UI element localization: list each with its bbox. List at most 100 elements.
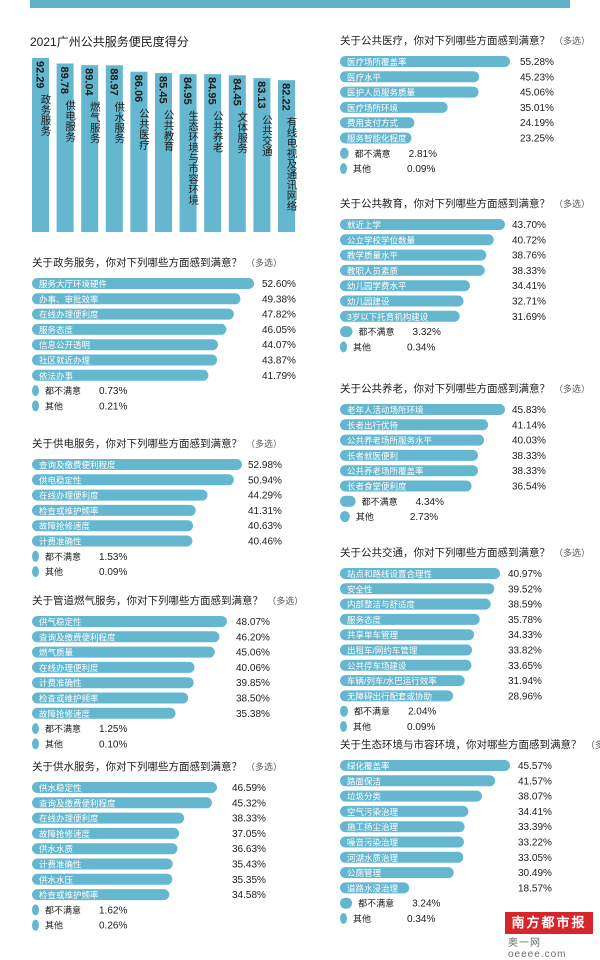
survey-value-label: 33.22% (518, 838, 552, 849)
survey-bar (32, 692, 189, 704)
survey-bar (340, 219, 505, 230)
survey-bar (340, 280, 470, 292)
survey-bar-label: 检查或维护频率 (39, 506, 99, 516)
survey-bar-label: 都不满意 (45, 904, 81, 915)
survey-chart-title: 关于公共交通，你对下列哪些方面感到满意？ (340, 546, 550, 559)
survey-bar-label: 共享单车管理 (347, 630, 399, 640)
survey-bar (340, 511, 350, 523)
survey-bar-label: 都不满意 (45, 723, 81, 734)
survey-chart: 关于公共养老，你对下列哪些方面感到满意？ （多选） 老年人活动场所环境 45.83% 长… (340, 382, 590, 523)
score-category-label: 公共交通 (261, 114, 273, 156)
survey-chart: 关于政务服务，你对下列哪些方面感到满意？ （多选） 服务大厅环境硬件 52.60% 办事… (32, 256, 296, 412)
survey-value-label: 48.07% (236, 617, 270, 628)
survey-chart-note: （多选） (246, 257, 282, 268)
score-bar (32, 58, 49, 232)
survey-chart-title: 关于公共养老，你对下列哪些方面感到满意？ (340, 382, 550, 395)
survey-bar (32, 661, 195, 673)
survey-bar (340, 163, 347, 175)
survey-bar (340, 760, 510, 771)
survey-bar (32, 616, 227, 627)
survey-value-label: 45.57% (518, 761, 552, 772)
survey-value-label: 33.39% (518, 822, 552, 833)
survey-value-label: 3.32% (413, 327, 441, 338)
survey-bar-label: 供水稳定性 (39, 783, 82, 793)
survey-bar (340, 775, 496, 787)
survey-bar-label: 河湖水质治理 (347, 853, 399, 863)
survey-chart-title: 关于管道燃气服务，你对下列哪些方面感到满意？ (32, 594, 263, 607)
survey-value-label: 45.06% (236, 648, 270, 659)
survey-value-label: 36.63% (232, 844, 266, 855)
survey-value-label: 46.20% (236, 632, 270, 643)
survey-chart-title: 关于供水服务，你对下列哪些方面感到满意？ (32, 760, 242, 773)
survey-value-label: 40.03% (512, 436, 546, 447)
survey-bar-label: 施工扬尘治理 (347, 822, 399, 832)
survey-bar-label: 公立学校学位数量 (347, 235, 416, 245)
score-bar (155, 73, 172, 232)
survey-value-label: 0.21% (99, 401, 127, 412)
survey-bar (340, 71, 480, 83)
survey-value-label: 2.73% (410, 512, 438, 523)
survey-bar (340, 867, 454, 879)
score-bar (130, 71, 148, 233)
survey-value-label: 46.05% (262, 325, 296, 336)
survey-bar-label: 道路水浸治理 (347, 883, 399, 893)
website-label: 奥一网 oeeee.com (508, 938, 567, 960)
survey-bar (340, 821, 465, 833)
survey-bar (32, 459, 242, 470)
survey-bar-label: 站点和路线设置合理性 (347, 569, 433, 579)
survey-value-label: 0.09% (407, 164, 435, 175)
survey-bar-label: 其他 (45, 566, 63, 577)
survey-bar (340, 341, 347, 353)
score-bar (105, 65, 123, 232)
survey-bar (340, 882, 410, 894)
survey-bar (340, 836, 464, 848)
survey-bar (340, 449, 478, 461)
survey-bar-label: 幼儿园学费水平 (347, 281, 407, 291)
survey-bar (32, 889, 170, 901)
survey-bar (32, 308, 234, 320)
survey-chart: 关于供水服务，你对下列哪些方面感到满意？ （多选） 供水稳定性 46.59% 查询及缴费… (32, 760, 282, 932)
survey-value-label: 40.97% (508, 569, 542, 580)
survey-bar-label: 服务态度 (39, 325, 74, 335)
survey-bar-label: 其他 (45, 400, 63, 411)
survey-value-label: 44.07% (262, 340, 296, 351)
score-value-label: 86.06 (132, 75, 144, 103)
survey-value-label: 38.33% (512, 266, 546, 277)
score-category-label: 公共养老 (212, 110, 224, 152)
survey-bar-label: 噪音污染治理 (347, 838, 399, 848)
survey-chart-note: （多选） (554, 383, 590, 394)
survey-bar (32, 738, 39, 750)
survey-bar (32, 723, 39, 735)
survey-bar (340, 568, 500, 579)
survey-bar-label: 公共养老场所服务水平 (347, 436, 433, 446)
survey-bar-label: 其他 (45, 738, 63, 749)
survey-chart-title: 关于供电服务，你对下列哪些方面感到满意？ (32, 437, 242, 450)
survey-value-label: 45.83% (512, 405, 546, 416)
survey-bar-label: 服务智能化程度 (347, 134, 407, 144)
survey-chart-title: 关于生态环境与市容环境，你对哪些方面感到满意？ (340, 738, 582, 751)
survey-bar-label: 故障抢修速度 (39, 709, 91, 719)
survey-bar (340, 721, 347, 732)
survey-bar (340, 264, 485, 276)
survey-bar-label: 在线办理便利度 (39, 310, 99, 320)
survey-bar-label: 在线办理便利度 (39, 491, 99, 501)
survey-bar-label: 垃圾分类 (347, 792, 382, 802)
survey-chart-note: （多选） (554, 198, 590, 209)
survey-bar (32, 858, 173, 870)
survey-value-label: 38.33% (232, 814, 266, 825)
survey-value-label: 39.52% (508, 584, 542, 595)
survey-bar-label: 依法办事 (39, 371, 74, 381)
survey-bar (32, 474, 234, 486)
survey-value-label: 18.57% (518, 883, 552, 894)
survey-bar (340, 419, 489, 431)
newspaper-logo: 南方都市报 (505, 912, 593, 934)
survey-chart-note: （多选） (586, 739, 600, 750)
survey-bar-label: 长者出行优待 (347, 420, 399, 430)
survey-bar (32, 646, 215, 658)
survey-value-label: 2.04% (408, 707, 436, 718)
survey-value-label: 38.07% (518, 792, 552, 803)
survey-bar-label: 服务态度 (347, 615, 382, 625)
survey-value-label: 34.41% (512, 281, 546, 292)
survey-bar-label: 费用支付方式 (347, 118, 399, 128)
